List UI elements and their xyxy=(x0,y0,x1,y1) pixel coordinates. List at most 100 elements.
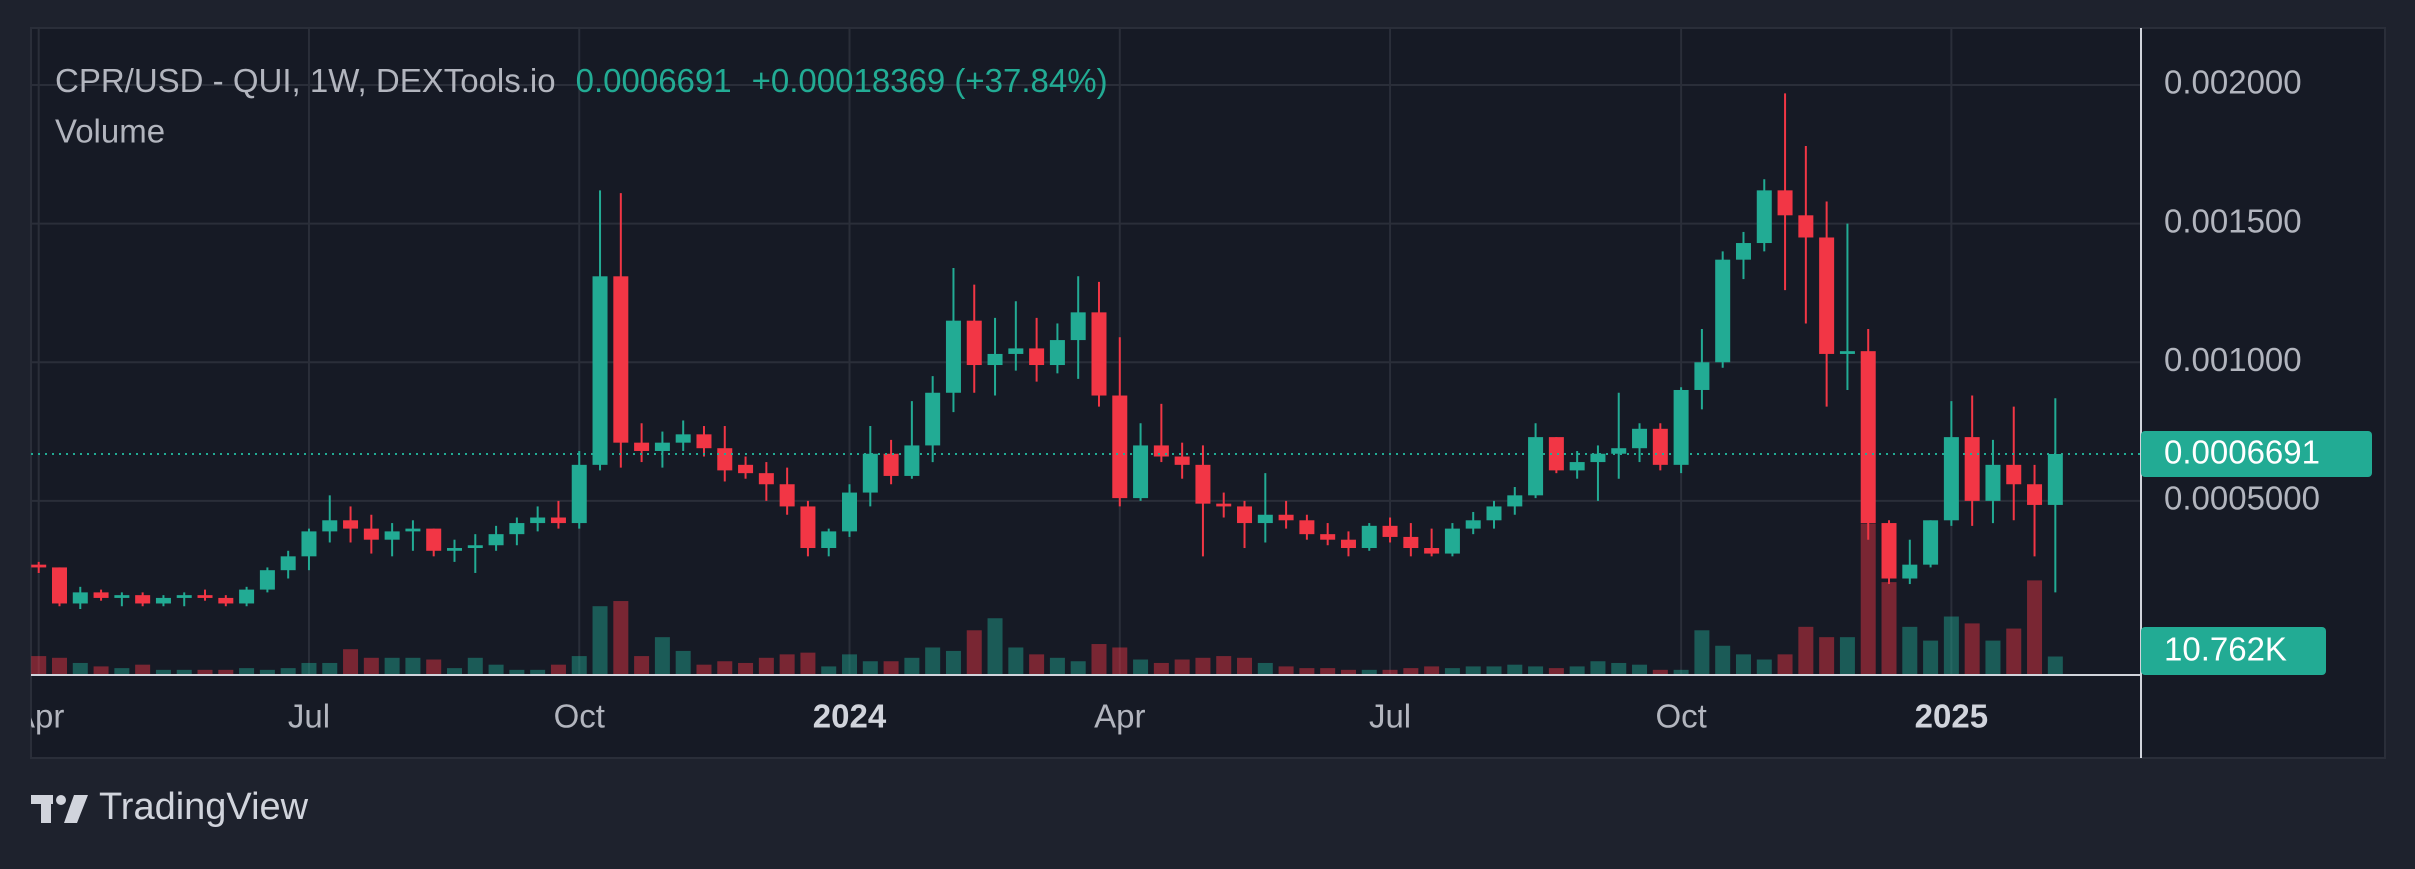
volume-bar xyxy=(1860,523,1876,675)
candle-body xyxy=(2006,464,2022,485)
candle-body xyxy=(1133,445,1149,499)
volume-bar xyxy=(1403,668,1419,675)
x-tick-label: 2024 xyxy=(813,698,887,735)
volume-bar xyxy=(2027,580,2043,675)
logo-part xyxy=(64,795,88,823)
x-tick-label: Jul xyxy=(288,698,330,735)
candle-body xyxy=(634,442,650,451)
volume-bar xyxy=(2006,628,2022,675)
volume-bar xyxy=(800,652,816,675)
volume-bar xyxy=(1923,640,1939,675)
candle-body xyxy=(1070,312,1086,341)
volume-bar xyxy=(821,666,837,675)
candle-body xyxy=(259,570,275,590)
volume-bar xyxy=(1569,666,1585,675)
volume-bar xyxy=(280,668,296,675)
volume-bar xyxy=(1798,626,1814,675)
candle-body xyxy=(571,464,587,524)
volume-bar xyxy=(509,669,525,675)
candle-body xyxy=(1174,456,1190,465)
candle-body xyxy=(467,545,483,549)
last-volume-badge xyxy=(2141,627,2326,675)
volume-bar xyxy=(1632,664,1648,675)
volume-bar xyxy=(904,657,920,675)
volume-bar xyxy=(738,662,754,675)
candle-body xyxy=(1819,237,1835,354)
candle-body xyxy=(550,517,566,524)
candle-body xyxy=(883,453,899,476)
candle-body xyxy=(987,353,1003,366)
candle-body xyxy=(509,523,525,535)
candle-body xyxy=(1444,528,1460,554)
volume-bar xyxy=(966,630,982,675)
candle-body xyxy=(800,506,816,549)
candle-body xyxy=(31,564,47,568)
candle-body xyxy=(93,592,109,598)
volume-bar xyxy=(1174,659,1190,675)
candle-body xyxy=(842,492,858,532)
candle-body xyxy=(1049,340,1065,366)
candle-body xyxy=(1756,190,1772,244)
volume-bar xyxy=(197,669,213,675)
volume-bar xyxy=(1985,640,2001,675)
candle-body xyxy=(447,548,462,551)
candle-body xyxy=(384,531,400,540)
volume-bar xyxy=(1195,657,1211,675)
volume-bar xyxy=(1465,666,1481,675)
candle-body xyxy=(1340,539,1356,549)
candle-body xyxy=(675,434,691,443)
x-tick-label: Oct xyxy=(554,698,605,735)
volume-bar xyxy=(1216,656,1232,675)
volume-bar xyxy=(1382,669,1398,675)
candle-body xyxy=(862,453,878,493)
volume-bar xyxy=(675,650,691,675)
volume-bar xyxy=(1340,669,1356,675)
volume-bar xyxy=(488,664,504,675)
volume-bar xyxy=(696,664,712,675)
volume-bar xyxy=(405,657,421,675)
volume-bar xyxy=(1652,669,1668,675)
volume-bar xyxy=(1444,668,1460,675)
x-tick-label: Apr xyxy=(13,698,64,735)
candle-body xyxy=(1798,215,1814,238)
y-tick-label: 0.002000 xyxy=(2164,64,2302,101)
candle-body xyxy=(197,595,213,598)
volume-bar xyxy=(384,657,400,675)
candle-body xyxy=(426,528,442,551)
volume-bar xyxy=(1715,645,1731,675)
volume-bar xyxy=(1964,623,1980,675)
logo-part xyxy=(56,795,66,805)
volume-bar xyxy=(1029,654,1045,675)
volume-bar xyxy=(1070,661,1086,675)
candle-body xyxy=(155,597,171,604)
legend-header: CPR/USD - QUI, 1W, DEXTools.io 0.0006691 +… xyxy=(55,62,1108,99)
candle-body xyxy=(1902,564,1918,579)
candle-body xyxy=(1091,312,1107,396)
x-tick-label: 2025 xyxy=(1915,698,1988,735)
candle-body xyxy=(488,534,504,546)
candle-body xyxy=(613,276,629,443)
chart-frame xyxy=(30,27,2386,759)
candle-body xyxy=(1507,495,1523,507)
volume-bar xyxy=(176,669,192,675)
volume-bar xyxy=(1424,666,1440,675)
volume-bar xyxy=(31,656,47,675)
volume-bar xyxy=(571,656,587,675)
volume-bar xyxy=(1361,669,1377,675)
y-tick-label: 0.001500 xyxy=(2164,202,2302,239)
last-price-badge xyxy=(2141,431,2372,478)
volume-bar xyxy=(1133,659,1149,675)
candle-body xyxy=(1424,548,1440,554)
x-tick-label: Apr xyxy=(1094,698,1145,735)
candle-body xyxy=(1548,437,1564,471)
candle-body xyxy=(1486,506,1502,521)
candle-body xyxy=(1278,514,1294,521)
volume-bar xyxy=(322,662,338,675)
candle-body xyxy=(1237,506,1253,524)
candle-body xyxy=(925,392,941,446)
candle-body xyxy=(176,595,192,598)
candle-body xyxy=(1528,437,1544,496)
candle-body xyxy=(1839,351,1855,354)
candle-body xyxy=(1652,428,1668,465)
volume-bar xyxy=(717,661,733,675)
